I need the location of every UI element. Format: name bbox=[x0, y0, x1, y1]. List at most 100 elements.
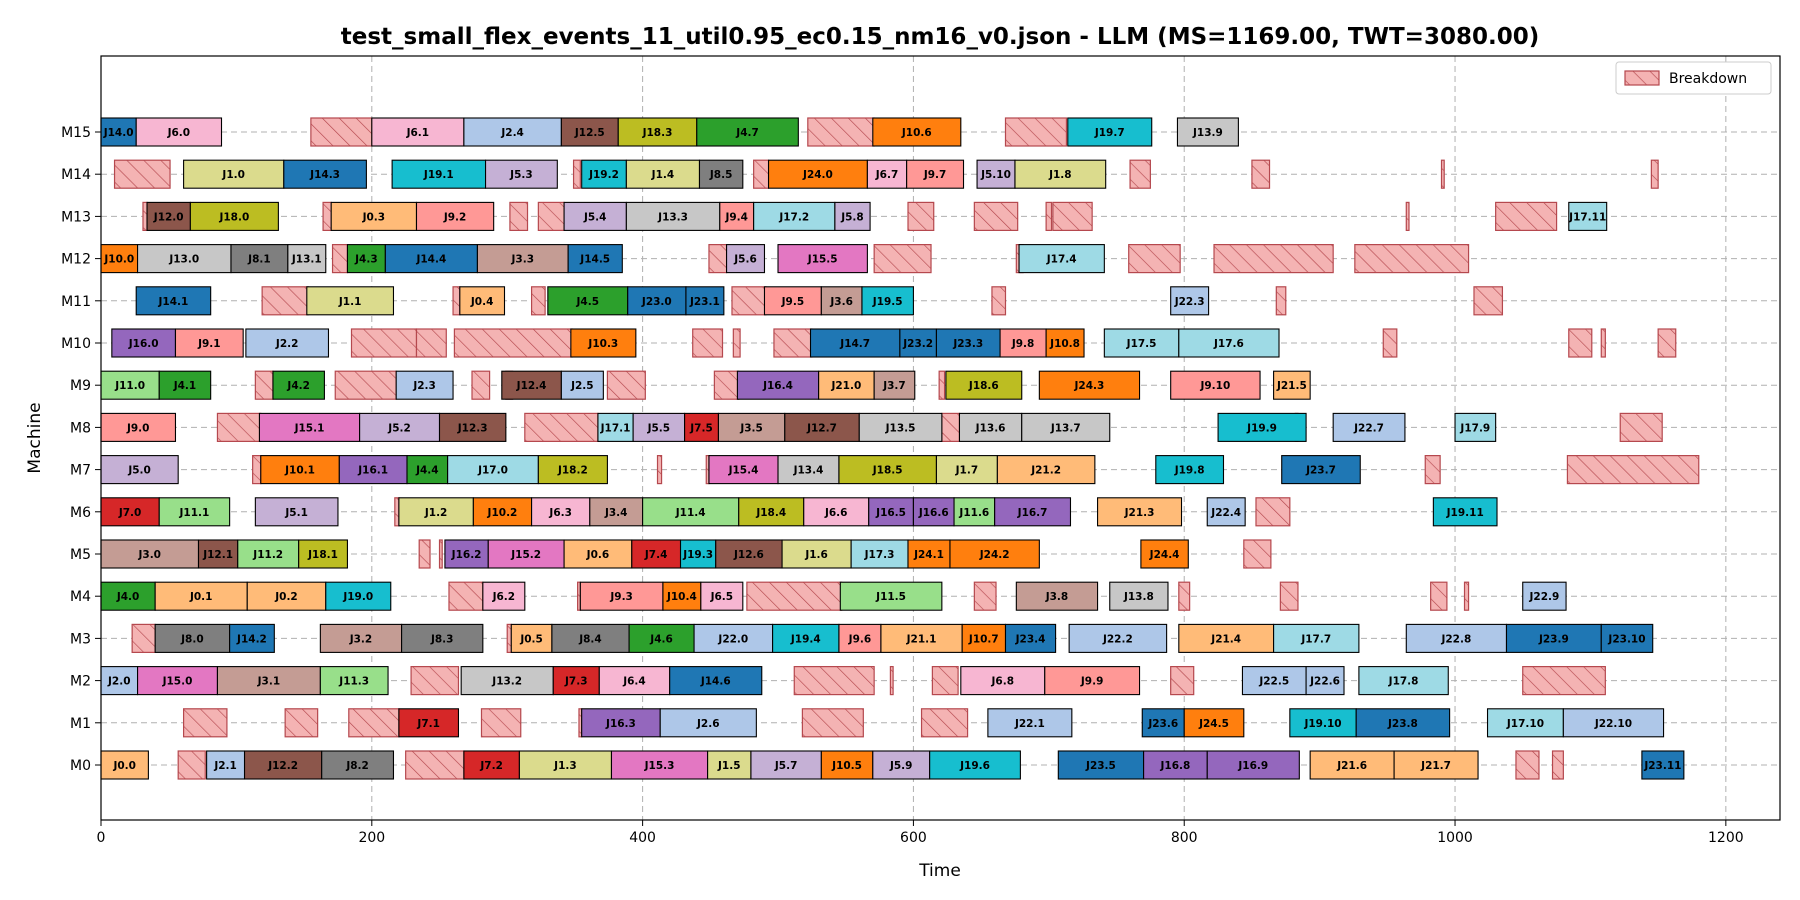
operation-label: J3.7 bbox=[882, 380, 906, 392]
operation-bar bbox=[1454, 412, 1497, 442]
operation-bar bbox=[518, 750, 613, 780]
operation-bar bbox=[1140, 539, 1189, 569]
operation-label: J19.4 bbox=[790, 633, 821, 645]
operation-label: J3.2 bbox=[349, 633, 373, 645]
operation-bar bbox=[598, 666, 671, 696]
x-tick-label: 1200 bbox=[1708, 830, 1744, 846]
operation-bar bbox=[935, 455, 998, 485]
breakdown-hatch bbox=[1495, 201, 1558, 231]
operation-bar bbox=[880, 623, 963, 653]
operation-label: J21.4 bbox=[1210, 633, 1241, 645]
operation-label: J7.1 bbox=[416, 718, 440, 730]
operation-bar bbox=[325, 581, 392, 611]
breakdown-hatch bbox=[524, 412, 599, 442]
operation-bar bbox=[100, 539, 200, 569]
operation-bar bbox=[872, 750, 931, 780]
y-tick-label: M4 bbox=[70, 589, 91, 605]
operation-label: J6.1 bbox=[406, 127, 430, 139]
operation-label: J16.9 bbox=[1237, 760, 1268, 772]
operation-label: J9.8 bbox=[1011, 338, 1035, 350]
operation-bar bbox=[135, 117, 223, 147]
breakdown-hatch bbox=[713, 370, 740, 400]
breakdown-hatch bbox=[1354, 244, 1470, 274]
operation-label: J2.4 bbox=[500, 127, 524, 139]
operation-label: J18.2 bbox=[557, 465, 588, 477]
operation-label: J13.2 bbox=[491, 676, 522, 688]
axis-layer: 0 200 400 600 800 1000 1200 M0 M1 M2 M3 M4 M5 M6 M7 M8 M… bbox=[61, 125, 1744, 846]
breakdown-hatch bbox=[692, 328, 724, 358]
operation-bar bbox=[1044, 666, 1141, 696]
operation-label: J4.4 bbox=[415, 465, 439, 477]
operation-bar bbox=[912, 497, 955, 527]
breakdown-hatch bbox=[991, 286, 1007, 316]
operation-label: J8.4 bbox=[578, 633, 602, 645]
operation-bar bbox=[976, 159, 1016, 189]
operation-label: J5.8 bbox=[840, 211, 864, 223]
operation-label: J23.9 bbox=[1538, 633, 1569, 645]
breakdown-hatch bbox=[807, 117, 875, 147]
operation-label: J10.2 bbox=[487, 507, 518, 519]
operation-bar bbox=[726, 244, 766, 274]
operation-label: J22.10 bbox=[1594, 718, 1632, 730]
x-tick-label: 1000 bbox=[1437, 830, 1473, 846]
operation-label: J7.3 bbox=[564, 676, 588, 688]
operation-bar bbox=[628, 623, 695, 653]
operation-label: J13.4 bbox=[793, 465, 824, 477]
operation-bar bbox=[460, 666, 554, 696]
breakdown-hatch bbox=[1178, 581, 1191, 611]
operation-bar bbox=[662, 581, 702, 611]
breakdown-hatch bbox=[889, 665, 894, 696]
operation-bar bbox=[715, 539, 783, 569]
breakdown-hatch bbox=[1551, 750, 1564, 780]
operation-bar bbox=[137, 244, 232, 274]
operation-bar bbox=[736, 370, 820, 400]
operation-label: J0.5 bbox=[519, 633, 543, 645]
operation-label: J17.5 bbox=[1126, 338, 1157, 350]
operation-label: J9.1 bbox=[197, 338, 221, 350]
operation-bar bbox=[958, 412, 1023, 442]
operation-bar bbox=[707, 750, 752, 780]
operation-label: J17.2 bbox=[778, 211, 809, 223]
operation-bar bbox=[100, 370, 160, 400]
legend-swatch-hatch bbox=[1625, 71, 1659, 85]
operation-label: J19.11 bbox=[1446, 507, 1484, 519]
operation-bar bbox=[907, 539, 951, 569]
breakdown-hatch bbox=[509, 201, 529, 231]
operation-label: J23.2 bbox=[902, 338, 933, 350]
operation-bar bbox=[330, 201, 418, 231]
operation-bar bbox=[708, 455, 779, 485]
operation-label: J16.3 bbox=[605, 718, 636, 730]
y-tick-label: M9 bbox=[70, 378, 91, 394]
operation-label: J7.2 bbox=[479, 760, 503, 772]
breakdown-hatch bbox=[254, 370, 274, 400]
operation-label: J9.10 bbox=[1199, 380, 1230, 392]
breakdown-hatch bbox=[530, 286, 546, 316]
x-tick-label: 800 bbox=[1171, 830, 1198, 846]
breakdown-hatch bbox=[793, 665, 875, 696]
breakdown-hatch bbox=[1251, 159, 1271, 189]
operation-bar bbox=[245, 328, 330, 358]
operation-label: J3.4 bbox=[604, 507, 628, 519]
breakdown-hatch bbox=[448, 581, 484, 611]
operation-label: J13.6 bbox=[975, 422, 1006, 434]
breakdown-hatch bbox=[452, 286, 461, 316]
operation-bar bbox=[570, 328, 637, 358]
breakdown-hatch bbox=[1243, 539, 1272, 569]
operation-label: J19.0 bbox=[342, 591, 373, 603]
operation-bar bbox=[319, 666, 389, 696]
operation-bar bbox=[625, 201, 721, 231]
y-tick-label: M6 bbox=[70, 505, 91, 521]
operation-bar bbox=[872, 117, 962, 147]
breakdown-hatch bbox=[142, 201, 148, 231]
breakdown-hatch bbox=[941, 412, 961, 442]
operation-label: J21.5 bbox=[1276, 380, 1307, 392]
operation-bar bbox=[1393, 750, 1479, 780]
operation-label: J12.3 bbox=[457, 422, 488, 434]
operation-label: J9.7 bbox=[923, 169, 947, 181]
operation-label: J4.6 bbox=[649, 633, 673, 645]
operation-bar bbox=[510, 623, 553, 653]
operation-label: J5.0 bbox=[127, 465, 151, 477]
legend-label-breakdown: Breakdown bbox=[1669, 71, 1747, 87]
breakdown-hatch bbox=[1473, 286, 1504, 316]
operation-label: J10.4 bbox=[666, 591, 697, 603]
